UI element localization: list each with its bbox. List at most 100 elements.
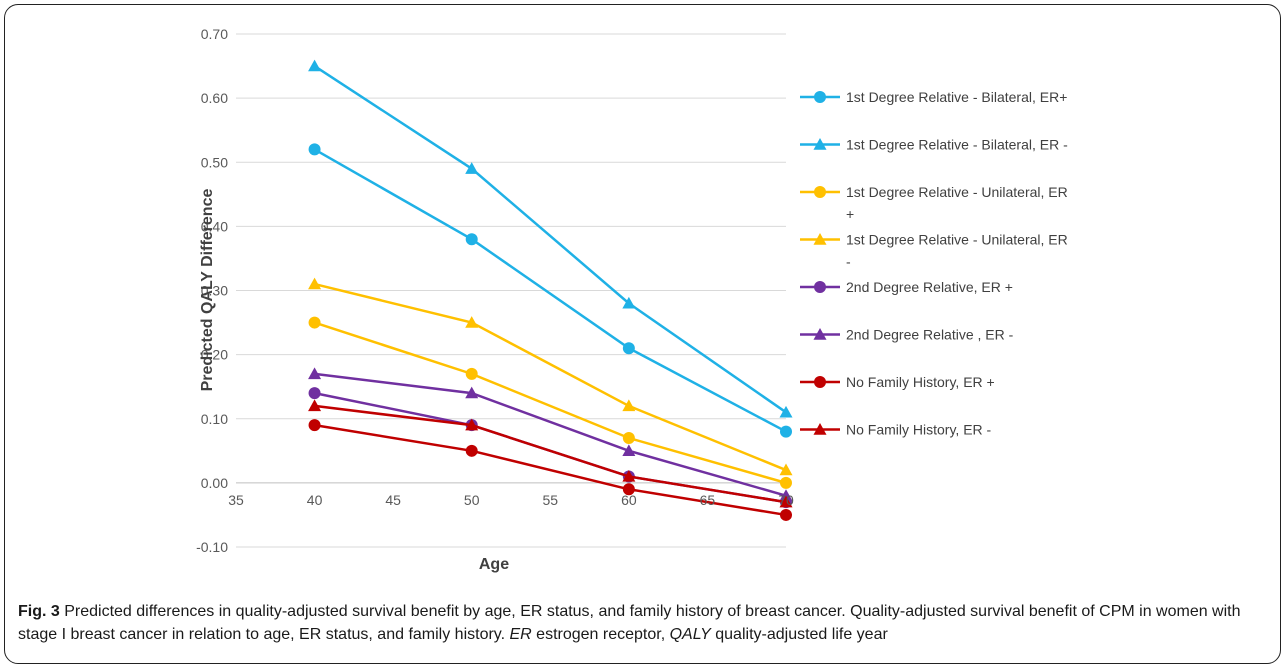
y-tick-labels: -0.10 0.00 0.10 0.20 0.30 0.40 0.50 0.60 0.70 bbox=[196, 26, 228, 555]
data-point bbox=[779, 489, 793, 501]
y-tick-label: 0.20 bbox=[201, 347, 228, 363]
caption-text-2: estrogen receptor, bbox=[531, 626, 670, 643]
legend-label-line: No Family History, ER + bbox=[846, 374, 995, 390]
legend-marker bbox=[813, 423, 827, 435]
x-tick-label: 45 bbox=[385, 492, 401, 508]
gridlines bbox=[236, 33, 786, 548]
data-point bbox=[622, 444, 636, 457]
data-point bbox=[465, 316, 479, 328]
series-line bbox=[314, 282, 787, 472]
legend-entry-6: 2nd Degree Relative , ER - bbox=[800, 327, 1014, 343]
data-point bbox=[622, 483, 635, 496]
legend-label-line: + bbox=[846, 206, 854, 222]
series-line bbox=[313, 148, 787, 433]
data-point bbox=[779, 463, 793, 476]
legend-label: 1st Degree Relative - Bilateral, ER - bbox=[846, 137, 1068, 153]
series-6 bbox=[308, 367, 793, 501]
series-line bbox=[314, 423, 787, 517]
data-point bbox=[622, 431, 635, 444]
caption-label: Fig. 3 bbox=[18, 603, 60, 620]
data-point bbox=[308, 277, 322, 290]
y-tick-label: -0.10 bbox=[196, 539, 228, 555]
y-axis-title: Predicted QALY Difference bbox=[199, 189, 216, 392]
legend-label: 2nd Degree Relative, ER + bbox=[846, 279, 1013, 295]
legend-label-line: 2nd Degree Relative, ER + bbox=[846, 279, 1013, 295]
x-tick-labels: 35 40 45 50 55 60 65 70 bbox=[228, 492, 794, 508]
x-tick-label: 55 bbox=[542, 492, 558, 508]
series-line bbox=[314, 372, 787, 497]
x-tick-label: 40 bbox=[307, 492, 323, 508]
series-layer bbox=[308, 59, 793, 521]
data-point bbox=[465, 418, 479, 431]
data-point bbox=[465, 444, 478, 457]
caption-abbr-er: ER bbox=[509, 626, 532, 643]
line-chart: 35 40 45 50 55 60 65 70 -0.10 0.00 0.10 0.20 0.30 0.… bbox=[196, 26, 1068, 573]
data-point bbox=[622, 296, 636, 309]
legend-label-line: 1st Degree Relative - Unilateral, ER bbox=[846, 184, 1068, 200]
data-point bbox=[780, 476, 792, 489]
legend-entry-3: 1st Degree Relative - Unilateral, ER + bbox=[800, 184, 1068, 222]
legend-entry-1: 1st Degree Relative - Bilateral, ER+ bbox=[800, 89, 1067, 105]
legend-label-line: 1st Degree Relative - Unilateral, ER bbox=[846, 232, 1068, 248]
legend-entry-5: 2nd Degree Relative, ER + bbox=[800, 279, 1013, 295]
data-point bbox=[308, 387, 321, 400]
y-tick-label: 0.60 bbox=[201, 90, 228, 106]
series-1 bbox=[308, 143, 792, 438]
legend-marker bbox=[814, 281, 826, 293]
series-8 bbox=[308, 399, 793, 508]
data-point bbox=[308, 399, 322, 412]
legend-entry-8: No Family History, ER - bbox=[800, 422, 992, 438]
x-axis-title: Age bbox=[479, 556, 509, 573]
data-point bbox=[308, 59, 322, 72]
data-point bbox=[779, 405, 793, 418]
data-point bbox=[622, 399, 636, 412]
legend-label: 1st Degree Relative - Unilateral, ER + bbox=[846, 184, 1068, 222]
legend-label: No Family History, ER - bbox=[846, 422, 992, 438]
y-tick-label: 0.30 bbox=[201, 283, 228, 299]
caption-abbr-qaly: QALY bbox=[669, 626, 711, 643]
x-tick-label: 65 bbox=[700, 492, 716, 508]
legend-marker bbox=[813, 138, 827, 150]
data-point bbox=[780, 508, 792, 521]
data-point bbox=[465, 233, 478, 246]
x-tick-label: 60 bbox=[621, 492, 637, 508]
x-tick-label: 35 bbox=[228, 492, 244, 508]
series-line bbox=[314, 404, 787, 504]
y-tick-label: 0.70 bbox=[201, 26, 228, 42]
y-tick-label: 0.40 bbox=[201, 218, 228, 234]
y-tick-label: 0.10 bbox=[201, 411, 228, 427]
caption-text-1: Predicted differences in quality-adjuste… bbox=[18, 603, 1241, 643]
legend-marker bbox=[813, 233, 827, 245]
data-point bbox=[308, 316, 321, 329]
legend: 1st Degree Relative - Bilateral, ER+ 1st … bbox=[800, 89, 1068, 438]
legend-label: 2nd Degree Relative , ER - bbox=[846, 327, 1014, 343]
legend-marker bbox=[814, 186, 826, 198]
legend-label: 1st Degree Relative - Bilateral, ER+ bbox=[846, 89, 1067, 105]
series-line bbox=[313, 65, 787, 414]
y-tick-label: 0.50 bbox=[201, 154, 228, 170]
series-7 bbox=[308, 419, 792, 521]
data-point bbox=[465, 386, 479, 399]
data-point bbox=[465, 162, 479, 174]
data-point bbox=[622, 469, 636, 482]
data-point bbox=[308, 367, 322, 380]
legend-marker bbox=[814, 376, 826, 388]
legend-label: 1st Degree Relative - Unilateral, ER - bbox=[846, 232, 1068, 270]
legend-label: No Family History, ER + bbox=[846, 374, 995, 390]
data-point bbox=[308, 419, 321, 432]
legend-label-line: 2nd Degree Relative , ER - bbox=[846, 327, 1014, 343]
data-point bbox=[308, 143, 321, 156]
legend-label-line: - bbox=[846, 254, 851, 270]
x-tick-label: 50 bbox=[464, 492, 480, 508]
series-2 bbox=[308, 59, 793, 418]
series-3 bbox=[308, 316, 792, 489]
data-point bbox=[779, 495, 793, 508]
legend-entry-2: 1st Degree Relative - Bilateral, ER - bbox=[800, 137, 1068, 153]
legend-entry-4: 1st Degree Relative - Unilateral, ER - bbox=[800, 232, 1068, 270]
legend-label-line: No Family History, ER - bbox=[846, 422, 992, 438]
data-point bbox=[465, 367, 478, 380]
legend-label-line: 1st Degree Relative - Bilateral, ER - bbox=[846, 137, 1068, 153]
y-tick-label: 0.00 bbox=[201, 475, 228, 491]
data-point bbox=[622, 342, 635, 355]
legend-entry-7: No Family History, ER + bbox=[800, 374, 995, 390]
